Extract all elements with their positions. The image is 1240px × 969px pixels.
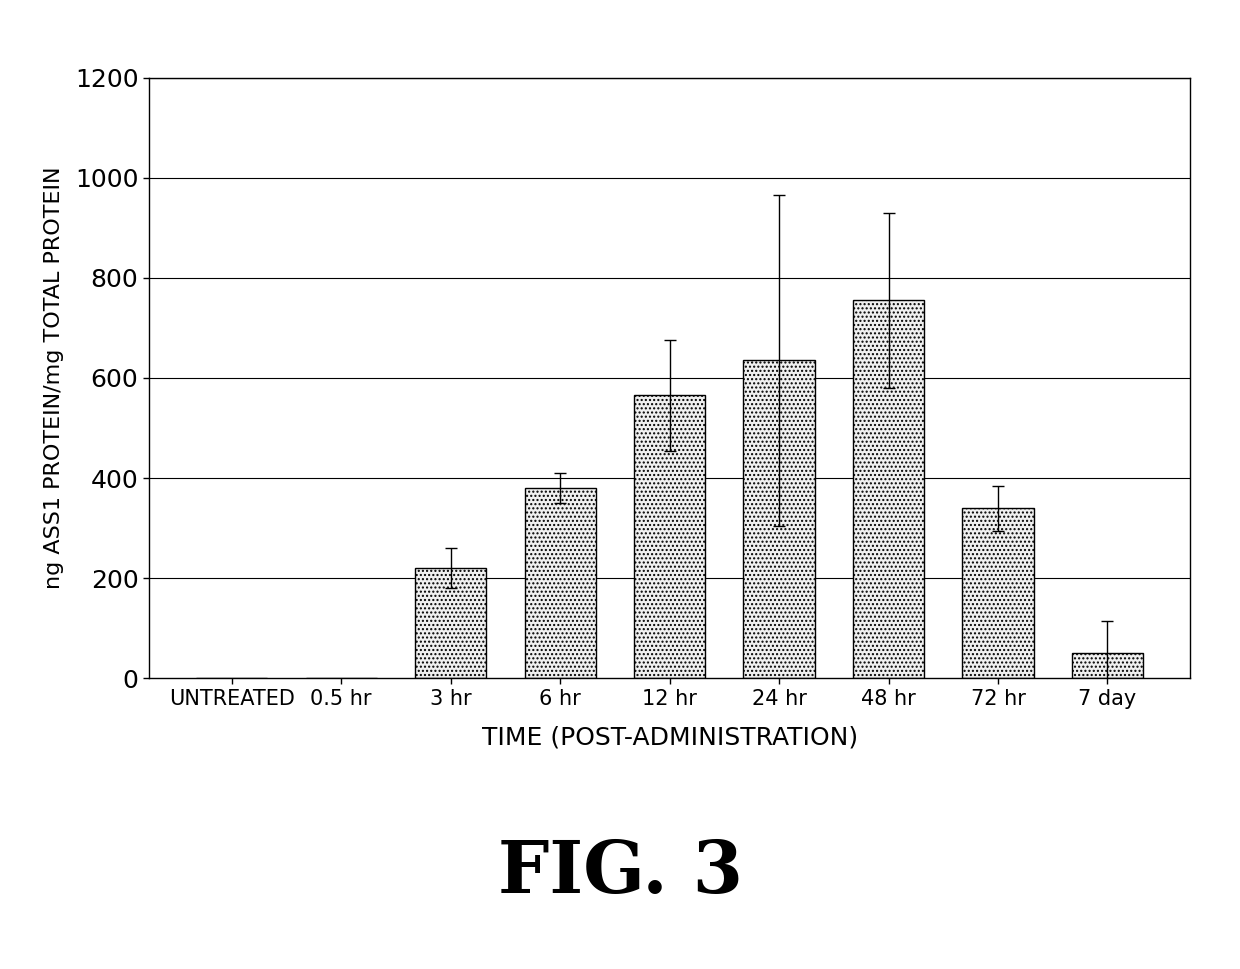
X-axis label: TIME (POST-ADMINISTRATION): TIME (POST-ADMINISTRATION)	[481, 726, 858, 749]
Bar	[415, 568, 486, 678]
Bar	[853, 300, 924, 678]
Bar	[525, 488, 595, 678]
Y-axis label: ng ASS1 PROTEIN/mg TOTAL PROTEIN: ng ASS1 PROTEIN/mg TOTAL PROTEIN	[43, 167, 63, 589]
Bar	[634, 395, 706, 678]
Bar	[1071, 653, 1143, 678]
Text: FIG. 3: FIG. 3	[497, 836, 743, 908]
Bar	[744, 360, 815, 678]
Bar	[962, 508, 1034, 678]
